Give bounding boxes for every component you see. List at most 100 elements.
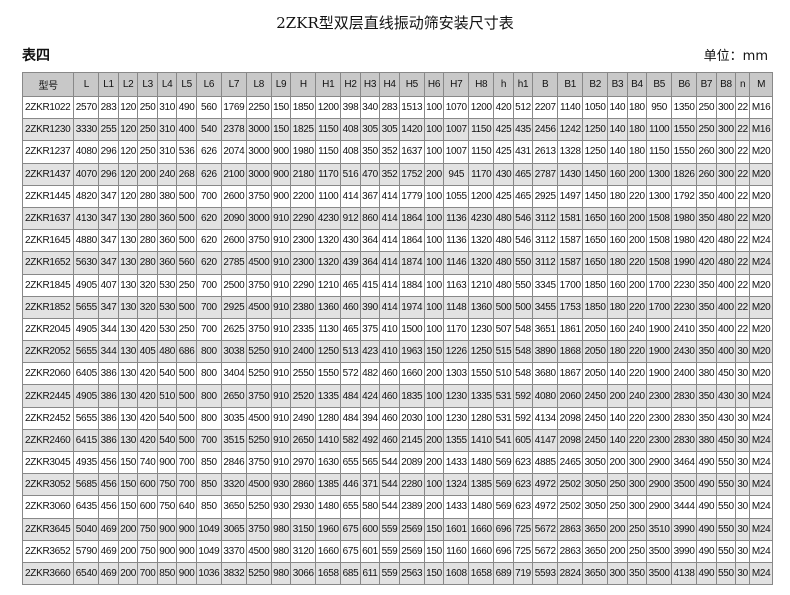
cell: 2520 — [290, 384, 317, 408]
model-cell: 2ZKR1637 — [21, 206, 75, 231]
cell: 1300 — [646, 162, 673, 186]
cell: 410 — [379, 340, 400, 364]
cell: 100 — [423, 406, 445, 430]
cell: 300 — [715, 118, 737, 142]
cell: 430 — [715, 384, 737, 408]
cell: 100 — [423, 118, 445, 142]
cell: 22 — [735, 206, 751, 231]
cell: 30 — [735, 406, 751, 430]
cell: 2570 — [73, 95, 100, 120]
cell: 2930 — [290, 495, 317, 519]
cell: 860 — [359, 206, 381, 231]
cell: 386 — [98, 406, 119, 430]
cell: 414 — [379, 273, 400, 297]
table-row: 2ZKR2445 4905 386 130 420 510 500 800 2650 3750 91… — [21, 384, 773, 408]
cell: 601 — [359, 539, 381, 563]
cell: 750 — [137, 539, 158, 563]
cell: M20 — [749, 184, 773, 208]
cell: 2502 — [557, 473, 584, 497]
column-header: B4 — [626, 72, 648, 97]
cell: 2200 — [290, 184, 317, 208]
cell: M24 — [749, 561, 773, 586]
column-header: L3 — [137, 72, 158, 97]
cell: 3750 — [245, 450, 272, 475]
column-header: H — [290, 72, 317, 97]
cell: 1550 — [671, 118, 698, 142]
cell: 200 — [626, 229, 648, 253]
cell: 900 — [156, 539, 178, 563]
cell: 130 — [117, 295, 139, 319]
cell: 1200 — [468, 95, 495, 120]
cell: 220 — [626, 340, 648, 364]
cell: 220 — [626, 184, 648, 208]
column-header: M — [749, 72, 773, 97]
cell: 620 — [195, 229, 222, 253]
cell: 850 — [195, 450, 222, 475]
cell: 200 — [607, 517, 628, 541]
cell: 4905 — [73, 273, 100, 297]
cell: 3112 — [532, 229, 559, 253]
cell: 480 — [715, 251, 737, 275]
cell: 250 — [626, 539, 648, 563]
cell: 390 — [359, 295, 381, 319]
cell: 420 — [137, 406, 158, 430]
cell: 150 — [423, 517, 445, 541]
cell: 456 — [98, 495, 119, 519]
model-cell: 2ZKR1237 — [21, 140, 75, 164]
cell: 531 — [493, 384, 514, 408]
model-cell: 2ZKR2045 — [21, 317, 75, 342]
cell: 460 — [379, 362, 400, 386]
column-header: L7 — [220, 72, 247, 97]
cell: 2450 — [582, 384, 609, 408]
cell: 414 — [379, 251, 400, 275]
cell: 380 — [696, 428, 717, 453]
cell: 360 — [156, 229, 178, 253]
cell: 910 — [270, 428, 292, 453]
cell: 2290 — [290, 206, 317, 231]
cell: 5655 — [73, 406, 100, 430]
table-row: 2ZKR1237 4080 296 120 250 310 536 626 2074 3000 90… — [21, 140, 773, 164]
cell: 3370 — [220, 539, 247, 563]
cell: 1385 — [468, 473, 495, 497]
cell: M24 — [749, 517, 773, 541]
cell: 490 — [176, 95, 197, 120]
cell: 3990 — [671, 517, 698, 541]
cell: 540 — [156, 362, 178, 386]
cell: 565 — [359, 450, 381, 475]
cell: 5655 — [73, 295, 100, 319]
cell: 530 — [156, 317, 178, 342]
cell: 280 — [137, 184, 158, 208]
cell: 1320 — [468, 229, 495, 253]
cell: 559 — [379, 539, 400, 563]
cell: 2860 — [290, 473, 317, 497]
cell: 4080 — [73, 140, 100, 164]
cell: 2430 — [671, 340, 698, 364]
cell: 470 — [359, 162, 381, 186]
cell: 3050 — [582, 473, 609, 497]
cell: 900 — [270, 184, 292, 208]
cell: 3750 — [245, 517, 272, 541]
cell: 550 — [715, 539, 737, 563]
cell: 460 — [379, 406, 400, 430]
cell: 1150 — [468, 118, 495, 142]
cell: M24 — [749, 251, 773, 275]
cell: 620 — [195, 251, 222, 275]
cell: 200 — [626, 162, 648, 186]
cell: 513 — [340, 340, 361, 364]
cell: 140 — [607, 140, 628, 164]
cell: 2450 — [582, 428, 609, 453]
cell: 450 — [715, 362, 737, 386]
model-cell: 2ZKR1445 — [21, 184, 75, 208]
cell: 22 — [735, 162, 751, 186]
cell: 250 — [137, 95, 158, 120]
cell: 150 — [270, 95, 292, 120]
cell: 220 — [626, 406, 648, 430]
cell: 900 — [176, 517, 197, 541]
cell: 22 — [735, 140, 751, 164]
cell: 592 — [512, 384, 534, 408]
cell: 1990 — [671, 251, 698, 275]
cell: 2050 — [582, 362, 609, 386]
cell: 2098 — [557, 428, 584, 453]
cell: 100 — [423, 295, 445, 319]
cell: 240 — [156, 162, 178, 186]
